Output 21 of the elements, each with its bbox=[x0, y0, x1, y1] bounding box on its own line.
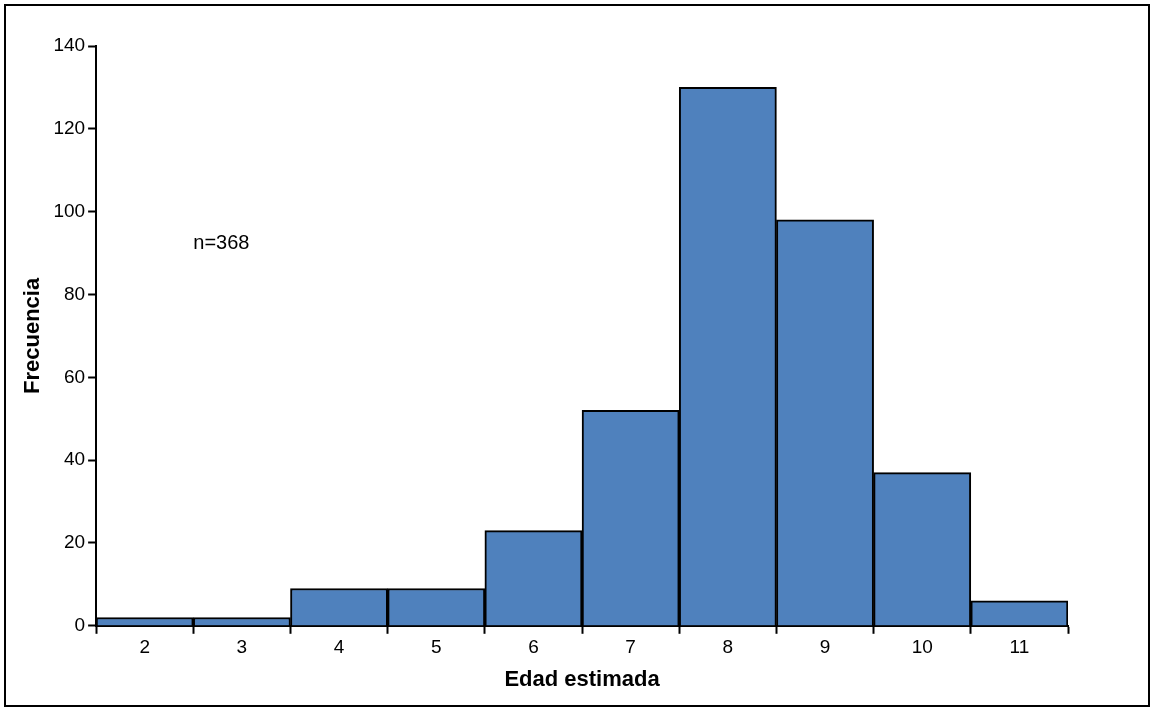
x-tick-label: 6 bbox=[528, 636, 539, 658]
y-tick-label: 20 bbox=[63, 531, 86, 553]
y-tick-label: 0 bbox=[74, 614, 86, 636]
x-tick-label: 7 bbox=[625, 636, 636, 658]
y-tick-label: 120 bbox=[53, 117, 86, 139]
x-tick-label: 8 bbox=[722, 636, 734, 658]
x-tick-label: 4 bbox=[333, 636, 345, 658]
y-tick-label: 140 bbox=[53, 34, 86, 56]
x-axis-title: Edad estimada bbox=[504, 665, 661, 691]
x-tick-label: 11 bbox=[1009, 636, 1030, 658]
x-tick-label: 5 bbox=[430, 636, 442, 658]
x-tick-label: 10 bbox=[911, 636, 933, 658]
x-tick-label: 2 bbox=[139, 636, 150, 658]
y-tick-label: 80 bbox=[63, 282, 86, 304]
x-tick-label: 9 bbox=[819, 636, 831, 658]
y-tick-label: 60 bbox=[63, 365, 86, 387]
y-tick-label: 100 bbox=[53, 199, 86, 221]
y-axis-title: Frecuencia bbox=[19, 277, 45, 394]
annotation: n=368 bbox=[193, 230, 250, 253]
y-tick-label: 40 bbox=[63, 448, 86, 470]
x-tick-label: 3 bbox=[236, 636, 248, 658]
